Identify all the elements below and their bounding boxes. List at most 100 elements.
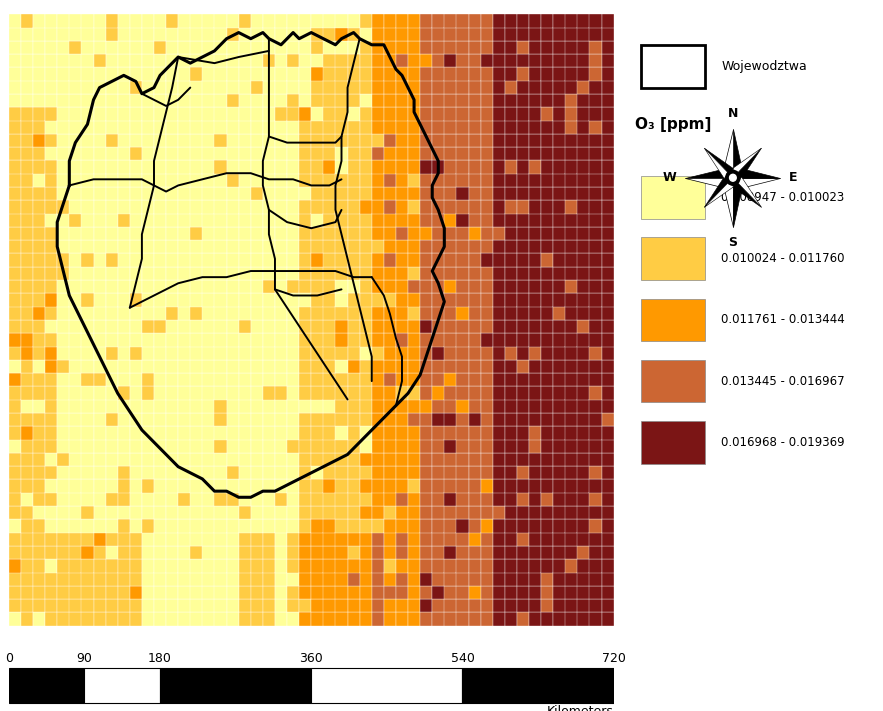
Bar xyxy=(299,426,312,439)
Bar xyxy=(444,280,457,294)
Bar xyxy=(444,572,457,586)
Bar xyxy=(457,94,469,107)
Bar xyxy=(384,67,396,80)
Bar xyxy=(312,267,323,280)
Bar xyxy=(81,41,94,54)
Bar xyxy=(287,466,299,479)
Bar xyxy=(577,200,590,213)
Bar xyxy=(457,160,469,173)
Bar xyxy=(238,360,251,373)
Bar xyxy=(154,346,166,360)
Bar xyxy=(493,412,505,427)
Bar xyxy=(541,280,554,294)
Bar xyxy=(130,612,142,626)
Polygon shape xyxy=(685,168,726,178)
Bar xyxy=(480,120,493,134)
Bar xyxy=(21,453,34,466)
Bar xyxy=(480,107,493,121)
Bar xyxy=(142,386,155,400)
Bar xyxy=(384,94,396,107)
Bar xyxy=(420,346,433,360)
Bar xyxy=(69,67,81,80)
Bar xyxy=(9,27,21,41)
Bar xyxy=(529,94,541,107)
Bar xyxy=(505,400,517,413)
Bar xyxy=(81,267,94,280)
Bar xyxy=(420,107,433,121)
Bar xyxy=(94,41,106,54)
Bar xyxy=(565,519,577,533)
Bar xyxy=(130,599,142,612)
Bar xyxy=(384,27,396,41)
Bar xyxy=(94,506,106,519)
Bar xyxy=(541,506,554,519)
Bar xyxy=(529,386,541,400)
Bar xyxy=(312,320,323,333)
Bar xyxy=(9,493,21,506)
Bar xyxy=(69,14,81,28)
Bar xyxy=(69,240,81,254)
Bar xyxy=(21,412,34,427)
Bar xyxy=(154,253,166,267)
Bar xyxy=(202,572,215,586)
Bar xyxy=(433,586,444,599)
Bar xyxy=(191,559,202,572)
Bar xyxy=(81,346,94,360)
Bar xyxy=(505,306,517,320)
Bar xyxy=(336,160,348,173)
Bar xyxy=(601,253,614,267)
Bar xyxy=(505,67,517,80)
Bar xyxy=(384,293,396,306)
Bar xyxy=(420,493,433,506)
Bar xyxy=(57,134,70,147)
Bar xyxy=(202,466,215,479)
Bar xyxy=(21,187,34,201)
Bar xyxy=(372,213,384,227)
Bar xyxy=(117,426,130,439)
Bar xyxy=(553,253,565,267)
Bar xyxy=(178,14,191,28)
Bar xyxy=(493,41,505,54)
Bar xyxy=(263,612,275,626)
Bar xyxy=(21,506,34,519)
Bar xyxy=(601,612,614,626)
Bar xyxy=(130,27,142,41)
Bar xyxy=(33,80,45,94)
Bar xyxy=(238,173,251,187)
Bar xyxy=(238,80,251,94)
Bar xyxy=(517,160,529,173)
Bar xyxy=(336,453,348,466)
Bar xyxy=(106,320,118,333)
Bar xyxy=(238,466,251,479)
Bar xyxy=(469,493,481,506)
Bar xyxy=(33,200,45,213)
Bar xyxy=(601,599,614,612)
Bar xyxy=(57,120,70,134)
Bar xyxy=(553,533,565,546)
Bar xyxy=(359,612,372,626)
Bar xyxy=(215,67,227,80)
Bar xyxy=(9,213,21,227)
Bar xyxy=(21,293,34,306)
Bar xyxy=(493,306,505,320)
Bar xyxy=(299,599,312,612)
Bar xyxy=(215,466,227,479)
Bar xyxy=(299,160,312,173)
Bar xyxy=(480,280,493,294)
Bar xyxy=(130,333,142,346)
Bar xyxy=(275,27,287,41)
Bar xyxy=(202,94,215,107)
Bar xyxy=(287,213,299,227)
Bar xyxy=(178,533,191,546)
Bar xyxy=(45,320,57,333)
Bar xyxy=(263,519,275,533)
Bar xyxy=(117,519,130,533)
Bar xyxy=(517,67,529,80)
Bar xyxy=(57,360,70,373)
Bar xyxy=(336,506,348,519)
Bar xyxy=(117,240,130,254)
Bar xyxy=(312,599,323,612)
Bar xyxy=(420,572,433,586)
Bar xyxy=(444,67,457,80)
Bar xyxy=(57,506,70,519)
